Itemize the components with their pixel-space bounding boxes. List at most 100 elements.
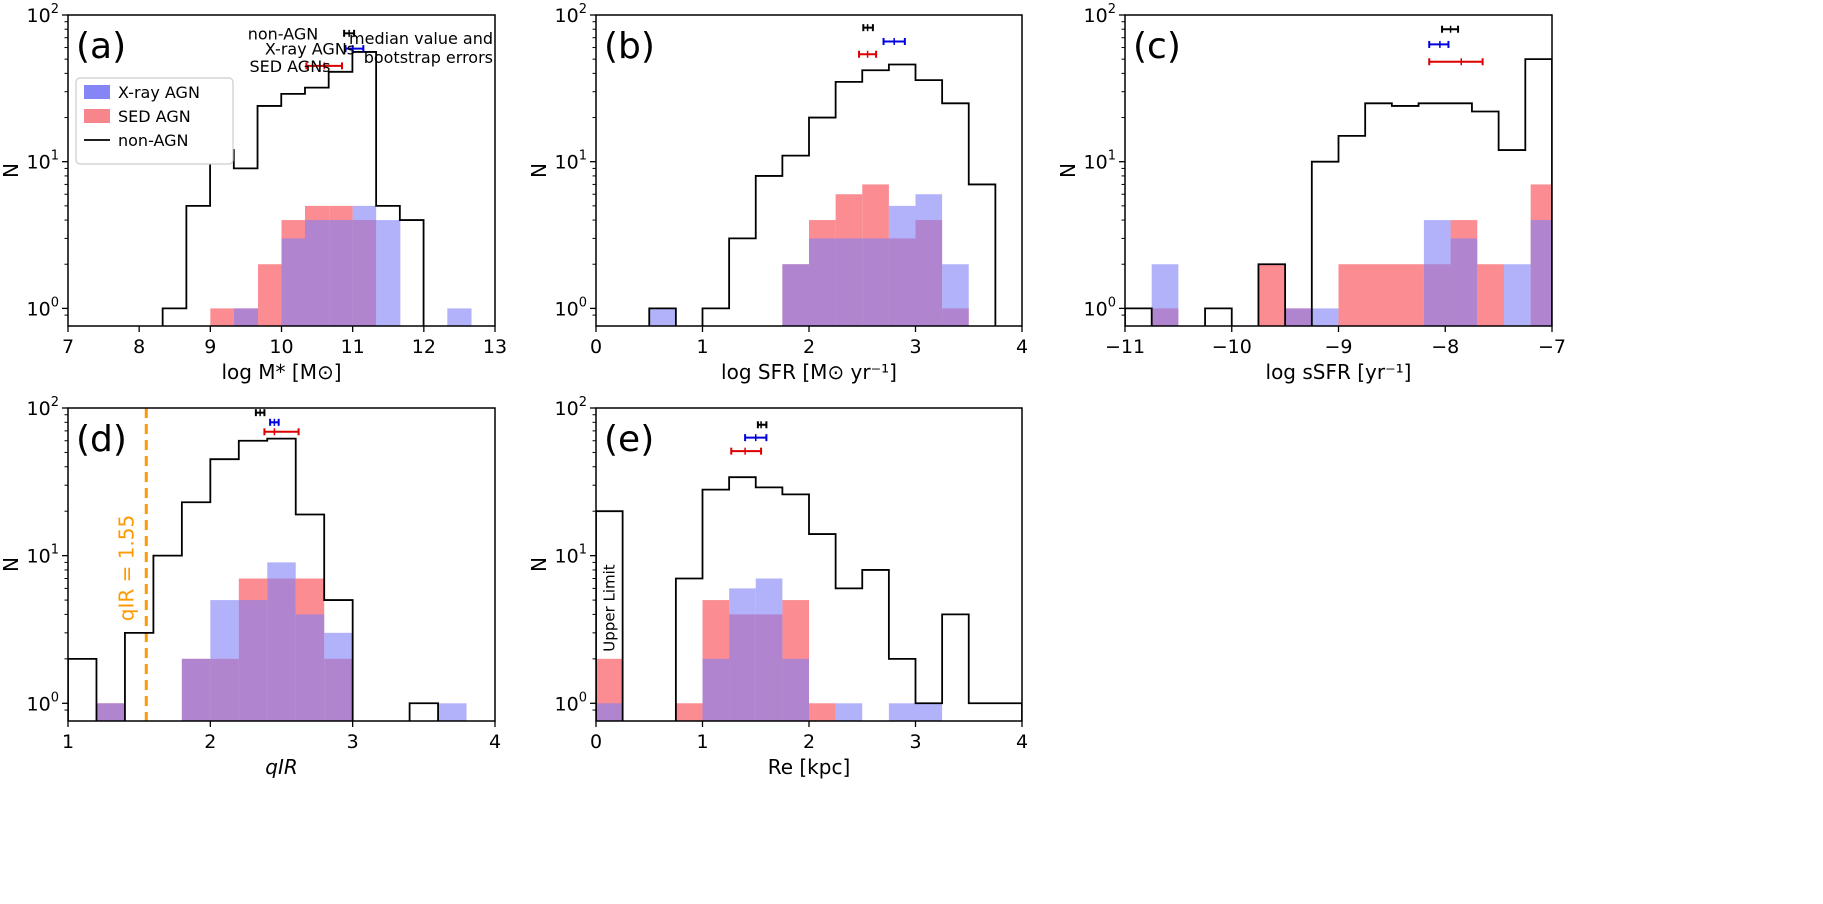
histogram-bar: [233, 308, 259, 326]
x-axis-label: log M* [M⊙]: [221, 360, 341, 384]
panel-label: (b): [604, 26, 655, 67]
histogram-bar: [675, 703, 703, 721]
histogram-bar: [1477, 264, 1504, 326]
median-errorbar: [862, 24, 874, 32]
median-label: X-ray AGNs: [265, 40, 355, 59]
median-errorbar: [730, 447, 763, 455]
y-axis-label: N: [527, 163, 551, 178]
histogram-bar: [888, 205, 916, 326]
histogram-bar: [809, 703, 836, 721]
x-tick-label: 3: [909, 731, 921, 753]
y-tick-label: 102: [555, 2, 587, 27]
legend-label: X-ray AGN: [118, 83, 200, 102]
plot-area: [596, 421, 1022, 721]
median-label: SED AGNs: [249, 57, 330, 76]
median-errorbar: [858, 50, 878, 58]
series-x-ray-agn: [649, 194, 969, 326]
y-tick-exponent: 2: [579, 395, 587, 410]
x-tick-label: 1: [696, 336, 708, 358]
y-tick-exponent: 2: [579, 2, 587, 17]
median-errorbar: [882, 37, 906, 45]
median-errorbar: [344, 45, 365, 53]
histogram-bar: [702, 658, 730, 721]
histogram-bar: [438, 703, 467, 721]
y-tick-label: 101: [27, 149, 59, 174]
plot-area: [1125, 25, 1552, 326]
y-tick-exponent: 1: [579, 149, 587, 164]
axes-frame: [67, 407, 496, 722]
y-tick-label: 100: [27, 690, 59, 715]
histogram-bar: [888, 703, 916, 721]
legend-swatch: [84, 109, 110, 123]
x-tick-label: 0: [590, 336, 602, 358]
x-tick-label: 1: [696, 731, 708, 753]
x-tick-label: −10: [1212, 336, 1252, 358]
median-errorbar: [1441, 25, 1460, 33]
y-tick-exponent: 0: [579, 690, 587, 705]
histogram-bar: [755, 578, 783, 721]
median-errorbar: [744, 434, 768, 442]
x-tick-label: 4: [1016, 336, 1028, 358]
histogram-bar: [210, 600, 239, 721]
y-tick-label: 100: [27, 295, 59, 320]
histogram-bar: [281, 238, 305, 326]
histogram-bar: [447, 308, 472, 326]
y-axis-label: N: [0, 557, 23, 572]
x-tick-label: 10: [269, 336, 293, 358]
x-axis-label: log SFR [M⊙ yr⁻¹]: [721, 360, 897, 384]
y-tick-exponent: 0: [51, 295, 59, 310]
legend-label: SED AGN: [118, 107, 191, 126]
y-tick-label: 102: [1084, 2, 1116, 27]
y-tick-label: 101: [555, 149, 587, 174]
histogram-bar: [1338, 264, 1424, 326]
x-tick-label: 8: [133, 336, 145, 358]
y-tick-exponent: 2: [51, 395, 59, 410]
median-errorbar: [263, 428, 300, 436]
y-tick-exponent: 2: [1108, 2, 1116, 17]
legend-swatch: [84, 85, 110, 99]
histogram-bar: [1423, 220, 1451, 326]
legend-box: [75, 77, 234, 165]
histogram-bar: [258, 264, 282, 326]
x-axis-label: qIR: [265, 755, 298, 779]
x-tick-label: 12: [412, 336, 436, 358]
y-tick-exponent: 0: [579, 295, 587, 310]
series-x-ray-agn: [596, 578, 943, 721]
y-axis-label: N: [1056, 163, 1080, 178]
series-x-ray-agn: [96, 562, 467, 721]
y-tick-label: 102: [27, 395, 59, 420]
median-errorbar: [269, 418, 280, 426]
x-tick-label: 13: [483, 336, 507, 358]
x-tick-label: 2: [803, 731, 815, 753]
x-tick-label: −7: [1538, 336, 1566, 358]
threshold-label: qIR = 1.55: [114, 515, 138, 622]
y-tick-label: 100: [555, 295, 587, 320]
plot-area: [161, 29, 472, 326]
histogram-bar: [376, 220, 401, 326]
x-tick-label: 11: [341, 336, 365, 358]
x-tick-label: 4: [489, 731, 501, 753]
histogram-bar: [1258, 264, 1286, 326]
y-tick-label: 101: [1084, 149, 1116, 174]
x-tick-label: 2: [803, 336, 815, 358]
histogram-bar: [835, 238, 863, 326]
y-tick-label: 102: [27, 2, 59, 27]
histogram-bar: [596, 703, 623, 721]
x-tick-label: 2: [204, 731, 216, 753]
panel-label: (d): [76, 419, 127, 460]
note-text: bootstrap errors: [364, 48, 493, 67]
y-tick-exponent: 0: [1108, 295, 1116, 310]
histogram-bar: [295, 614, 325, 721]
median-errorbar: [1428, 40, 1450, 48]
histogram-bar: [181, 658, 211, 721]
series-x-ray-agn: [233, 205, 472, 326]
y-tick-label: 101: [27, 543, 59, 568]
x-tick-label: 4: [1016, 731, 1028, 753]
x-tick-label: 1: [62, 731, 74, 753]
legend: X-ray AGN SED AGN non-AGN: [75, 77, 234, 165]
histogram-bar: [210, 308, 234, 326]
